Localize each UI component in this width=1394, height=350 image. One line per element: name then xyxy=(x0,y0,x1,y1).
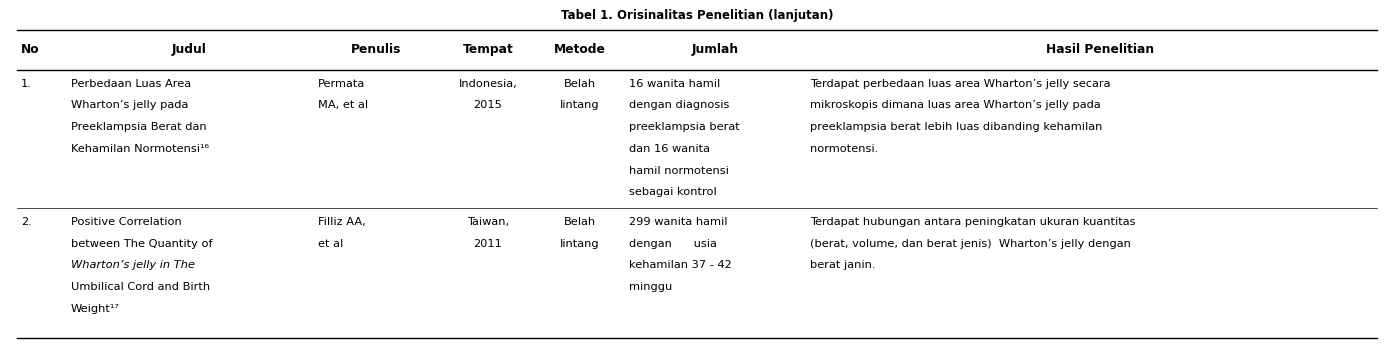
Text: Permata: Permata xyxy=(318,79,365,89)
Text: kehamilan 37 - 42: kehamilan 37 - 42 xyxy=(629,260,732,271)
Text: Tabel 1. Orisinalitas Penelitian (lanjutan): Tabel 1. Orisinalitas Penelitian (lanjut… xyxy=(560,9,834,22)
Text: 2015: 2015 xyxy=(474,100,502,111)
Text: 16 wanita hamil: 16 wanita hamil xyxy=(629,79,719,89)
Text: Filliz AA,: Filliz AA, xyxy=(318,217,365,227)
Text: 299 wanita hamil: 299 wanita hamil xyxy=(629,217,728,227)
Text: normotensi.: normotensi. xyxy=(810,144,878,154)
Text: dengan diagnosis: dengan diagnosis xyxy=(629,100,729,111)
Text: Belah: Belah xyxy=(563,79,597,89)
Text: Judul: Judul xyxy=(171,43,208,56)
Text: Taiwan,: Taiwan, xyxy=(467,217,509,227)
Text: et al: et al xyxy=(318,239,343,249)
Text: sebagai kontrol: sebagai kontrol xyxy=(629,187,717,197)
Text: preeklampsia berat: preeklampsia berat xyxy=(629,122,739,132)
Text: Terdapat hubungan antara peningkatan ukuran kuantitas: Terdapat hubungan antara peningkatan uku… xyxy=(810,217,1136,227)
Text: preeklampsia berat lebih luas dibanding kehamilan: preeklampsia berat lebih luas dibanding … xyxy=(810,122,1103,132)
Text: dan 16 wanita: dan 16 wanita xyxy=(629,144,710,154)
Text: 2.: 2. xyxy=(21,217,32,227)
Text: Umbilical Cord and Birth: Umbilical Cord and Birth xyxy=(71,282,210,292)
Text: hamil normotensi: hamil normotensi xyxy=(629,166,729,176)
Text: Perbedaan Luas Area: Perbedaan Luas Area xyxy=(71,79,191,89)
Text: Metode: Metode xyxy=(553,43,606,56)
Text: between The Quantity of: between The Quantity of xyxy=(71,239,213,249)
Text: dengan      usia: dengan usia xyxy=(629,239,717,249)
Text: Kehamilan Normotensi¹⁶: Kehamilan Normotensi¹⁶ xyxy=(71,144,209,154)
Text: mikroskopis dimana luas area Wharton’s jelly pada: mikroskopis dimana luas area Wharton’s j… xyxy=(810,100,1101,111)
Text: 1.: 1. xyxy=(21,79,32,89)
Text: Belah: Belah xyxy=(563,217,597,227)
Text: Indonesia,: Indonesia, xyxy=(459,79,517,89)
Text: Tempat: Tempat xyxy=(463,43,513,56)
Text: lintang: lintang xyxy=(560,100,599,111)
Text: Weight¹⁷: Weight¹⁷ xyxy=(71,304,120,314)
Text: berat janin.: berat janin. xyxy=(810,260,875,271)
Text: Wharton’s jelly in The: Wharton’s jelly in The xyxy=(71,260,195,271)
Text: minggu: minggu xyxy=(629,282,672,292)
Text: Preeklampsia Berat dan: Preeklampsia Berat dan xyxy=(71,122,206,132)
Text: Hasil Penelitian: Hasil Penelitian xyxy=(1046,43,1154,56)
Text: MA, et al: MA, et al xyxy=(318,100,368,111)
Text: (berat, volume, dan berat jenis)  Wharton’s jelly dengan: (berat, volume, dan berat jenis) Wharton… xyxy=(810,239,1131,249)
Text: Penulis: Penulis xyxy=(351,43,401,56)
Text: Jumlah: Jumlah xyxy=(691,43,739,56)
Text: lintang: lintang xyxy=(560,239,599,249)
Text: 2011: 2011 xyxy=(474,239,502,249)
Text: Positive Correlation: Positive Correlation xyxy=(71,217,181,227)
Text: Wharton’s jelly pada: Wharton’s jelly pada xyxy=(71,100,188,111)
Text: No: No xyxy=(21,43,39,56)
Text: Terdapat perbedaan luas area Wharton’s jelly secara: Terdapat perbedaan luas area Wharton’s j… xyxy=(810,79,1111,89)
